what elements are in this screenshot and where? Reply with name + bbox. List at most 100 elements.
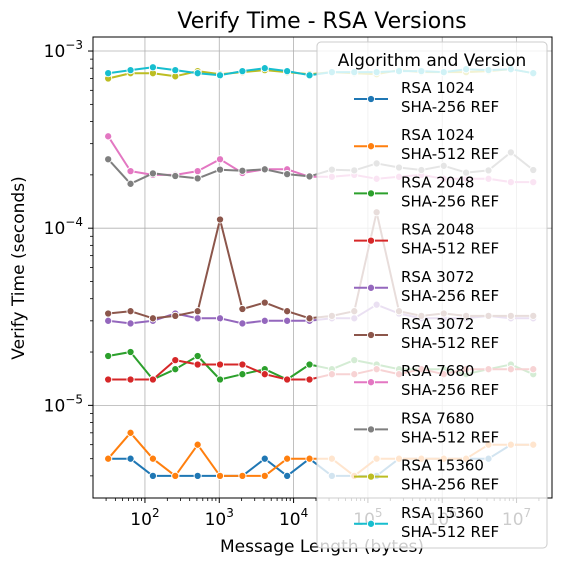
data-point	[305, 172, 314, 181]
data-point	[104, 351, 113, 361]
data-point	[171, 171, 180, 181]
data-point	[215, 165, 225, 174]
data-point	[238, 471, 247, 480]
data-point	[238, 304, 247, 314]
data-point	[305, 360, 314, 369]
legend-label: RSA 15360 SHA-256 REF	[401, 457, 499, 494]
data-point	[260, 298, 269, 307]
data-point	[193, 167, 202, 176]
x-tick-label: 104	[279, 506, 308, 530]
data-point	[126, 375, 135, 384]
data-point	[283, 375, 292, 384]
legend-marker	[366, 236, 376, 245]
data-point	[305, 454, 314, 463]
data-point	[126, 179, 135, 188]
data-point	[126, 454, 135, 463]
y-axis-ticks: 10−5 10−4 10−3	[44, 38, 93, 477]
legend-entry-5: RSA 3072 SHA-256 REF	[354, 268, 499, 305]
legend-entry-9: RSA 15360 SHA-256 REF	[354, 457, 499, 494]
data-point	[305, 71, 314, 80]
data-point	[148, 375, 157, 384]
data-point	[238, 319, 247, 328]
data-point	[283, 307, 292, 316]
legend-entry-7: RSA 7680 SHA-256 REF	[354, 362, 499, 399]
data-point	[283, 471, 292, 480]
data-point	[193, 69, 202, 78]
legend-entry-4: RSA 2048 SHA-512 REF	[354, 221, 499, 258]
chart-title: Verify Time - RSA Versions	[177, 9, 466, 34]
data-point	[126, 307, 135, 316]
data-point	[260, 370, 269, 379]
data-point	[215, 155, 225, 164]
data-point	[283, 170, 292, 179]
legend-marker	[366, 283, 376, 292]
data-point	[104, 309, 113, 318]
data-point	[171, 66, 180, 75]
data-point	[260, 471, 269, 480]
data-point	[193, 314, 202, 323]
data-point	[104, 132, 113, 141]
legend-entry-1: RSA 1024 SHA-256 REF	[354, 79, 499, 116]
legend-marker	[366, 425, 376, 434]
data-point	[193, 174, 202, 183]
data-point	[193, 307, 202, 316]
legend-label: RSA 3072 SHA-256 REF	[401, 268, 499, 305]
data-point	[126, 66, 135, 75]
legend-label: RSA 2048 SHA-256 REF	[401, 173, 499, 210]
data-point	[215, 314, 225, 323]
data-point	[171, 365, 180, 374]
data-point	[260, 316, 269, 325]
data-point	[148, 63, 157, 72]
data-point	[283, 316, 292, 325]
legend-entry-8: RSA 7680 SHA-512 REF	[354, 409, 499, 446]
data-point	[148, 471, 157, 480]
data-point	[283, 454, 292, 463]
legend-entry-2: RSA 1024 SHA-512 REF	[354, 126, 499, 163]
data-point	[104, 454, 113, 463]
data-point	[283, 67, 292, 76]
data-point	[238, 370, 247, 379]
legend-marker	[366, 189, 376, 198]
x-tick-label: 102	[130, 506, 159, 530]
data-point	[215, 360, 225, 369]
legend-marker	[366, 142, 376, 151]
legend-label: RSA 3072 SHA-512 REF	[401, 315, 499, 352]
data-point	[260, 165, 269, 174]
data-point	[215, 375, 225, 384]
data-point	[104, 155, 113, 164]
data-point	[126, 347, 135, 357]
data-point	[171, 471, 180, 480]
y-tick-label: 10−5	[44, 392, 83, 416]
data-point	[148, 314, 157, 323]
data-point	[193, 351, 202, 361]
data-point	[238, 166, 247, 175]
data-point	[148, 454, 157, 463]
legend-entry-10: RSA 15360 SHA-512 REF	[354, 504, 499, 541]
data-point	[193, 360, 202, 369]
data-point	[215, 71, 225, 80]
y-tick-label: 10−4	[44, 215, 83, 239]
data-point	[238, 67, 247, 76]
legend-label: RSA 1024 SHA-512 REF	[401, 126, 499, 163]
legend-entry-3: RSA 2048 SHA-256 REF	[354, 173, 499, 210]
legend-label: RSA 7680 SHA-512 REF	[401, 409, 499, 446]
y-tick-label: 10−3	[44, 38, 83, 62]
legend-marker	[366, 94, 376, 104]
data-point	[104, 316, 113, 325]
legend-label: RSA 1024 SHA-256 REF	[401, 79, 499, 116]
legend-entry-6: RSA 3072 SHA-512 REF	[354, 315, 499, 352]
data-point	[104, 375, 113, 384]
data-point	[215, 215, 225, 224]
legend-marker	[366, 472, 376, 481]
x-tick-label: 103	[205, 506, 234, 530]
legend-marker	[366, 519, 376, 528]
data-point	[171, 311, 180, 320]
data-point	[215, 471, 225, 480]
data-point	[193, 440, 202, 449]
data-point	[260, 64, 269, 73]
data-point	[260, 454, 269, 463]
legend: Algorithm and Version RSA 1024 SHA-256 RE…	[316, 41, 548, 549]
data-point	[148, 169, 157, 178]
legend-title: Algorithm and Version	[338, 51, 527, 71]
